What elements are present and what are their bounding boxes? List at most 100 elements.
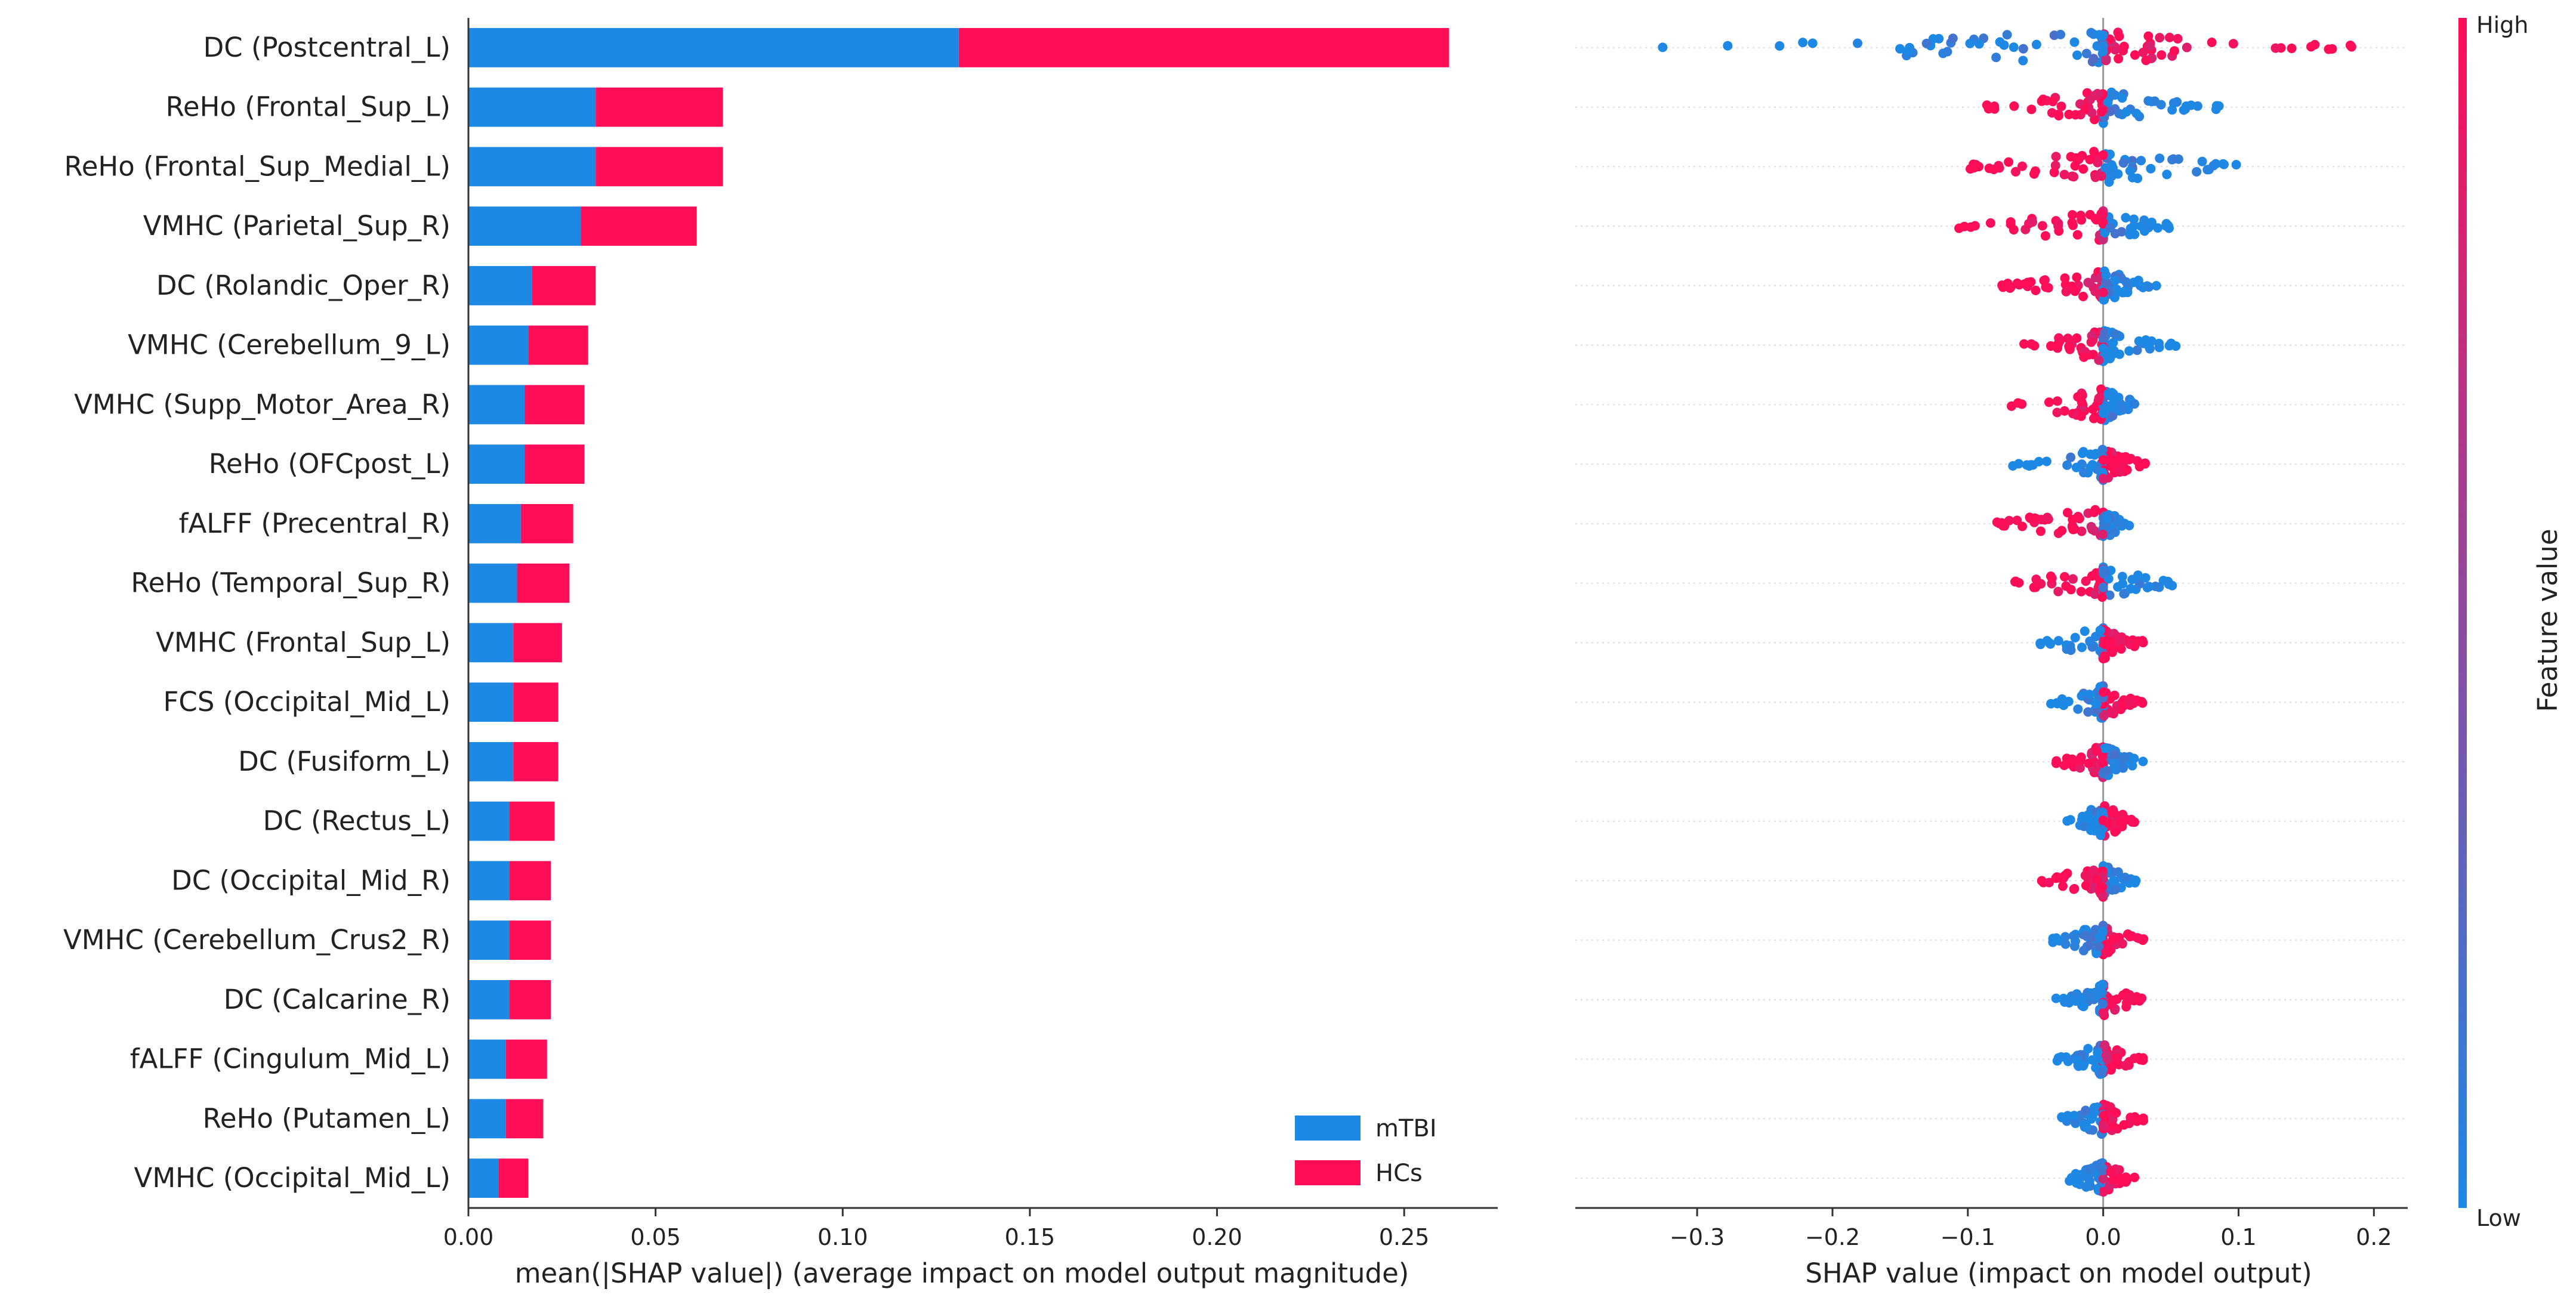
shap-point: [2072, 230, 2083, 240]
shap-point: [2097, 1067, 2107, 1077]
shap-point: [2130, 817, 2140, 827]
shap-point: [2097, 42, 2108, 52]
bar-segment-mtbi: [468, 27, 959, 67]
shap-point: [2110, 276, 2120, 286]
bar-segment-hcs: [532, 265, 596, 305]
colorbar-high-label: High: [2476, 12, 2528, 38]
shap-point: [2070, 286, 2080, 296]
shap-point: [2127, 761, 2137, 771]
shap-point: [2010, 577, 2020, 587]
shap-point: [2134, 462, 2145, 472]
shap-point: [2139, 215, 2149, 225]
shap-point: [2110, 885, 2120, 895]
shap-point: [2306, 42, 2316, 52]
shap-point: [2056, 101, 2066, 112]
colorbar-gradient: [2458, 18, 2467, 1208]
shap-point: [1991, 52, 2001, 63]
shap-point: [2066, 759, 2076, 769]
shap-point: [2062, 996, 2072, 1006]
feature-label: VMHC (Cerebellum_9_L): [128, 329, 451, 361]
shap-point: [2146, 217, 2157, 227]
shap-point: [2144, 282, 2154, 292]
shap-point: [2130, 877, 2140, 888]
shap-point: [2079, 352, 2089, 362]
shap-point: [2138, 1055, 2148, 1065]
shap-point: [2031, 582, 2041, 592]
shap-point: [2071, 462, 2081, 472]
shap-point: [2109, 876, 2119, 886]
shap-point: [2069, 37, 2080, 47]
shap-point: [2120, 872, 2130, 882]
shap-point: [2121, 212, 2131, 223]
bar-segment-mtbi: [468, 1039, 506, 1079]
shap-point: [2119, 1120, 2129, 1130]
legend-label-hcs: HCs: [1375, 1160, 1423, 1187]
bar-segment-mtbi: [468, 979, 510, 1019]
shap-point: [2163, 576, 2173, 586]
shap-point: [2119, 41, 2129, 51]
shap-point: [2061, 286, 2071, 296]
shap-point: [2057, 881, 2068, 891]
shap-point: [2026, 104, 2037, 115]
bar-segment-hcs: [510, 801, 555, 841]
shap-point: [2172, 97, 2182, 107]
shap-point: [2324, 44, 2334, 54]
shap-point: [2110, 329, 2120, 339]
feature-labels: DC (Postcentral_L) ReHo (Frontal_Sup_L) Re…: [63, 32, 451, 1194]
shap-point: [2002, 30, 2012, 40]
shap-point: [2053, 636, 2063, 646]
legend-swatch-hcs: [1295, 1160, 1361, 1185]
bar-segment-hcs: [581, 206, 697, 246]
shap-point: [2053, 586, 2063, 597]
bar-segment-mtbi: [468, 147, 596, 187]
shap-point: [2137, 993, 2147, 1003]
shap-point: [2049, 167, 2059, 177]
shap-point: [2090, 91, 2100, 101]
shap-point: [2090, 505, 2100, 515]
x-tick-label: 0.2: [2356, 1224, 2392, 1250]
shap-point: [2125, 583, 2136, 594]
shap-point: [2010, 166, 2020, 177]
shap-point: [1954, 223, 1964, 233]
bar-chart-x-ticks: 0.00 0.05 0.10 0.15 0.20 0.25: [443, 1208, 1429, 1250]
shap-point: [2098, 529, 2108, 539]
shap-point: [2114, 31, 2124, 41]
shap-point: [2117, 939, 2127, 949]
shap-point: [2109, 690, 2120, 700]
bar-segment-mtbi: [468, 444, 525, 484]
shap-point: [2090, 172, 2100, 183]
shap-point: [2083, 707, 2093, 717]
shap-point: [2065, 643, 2075, 653]
shap-point: [2057, 526, 2067, 536]
shap-point: [2068, 574, 2078, 584]
shap-point: [2091, 699, 2102, 709]
feature-label: fALFF (Precentral_R): [179, 508, 451, 539]
row-guide-lines: [1575, 47, 2408, 1179]
shap-point: [2101, 54, 2111, 64]
shap-point: [1895, 44, 1905, 54]
shap-point: [2106, 1166, 2116, 1176]
shap-point: [2017, 161, 2027, 171]
shap-point: [2112, 1052, 2122, 1062]
bar-segment-hcs: [513, 682, 559, 722]
shap-point: [2044, 397, 2054, 407]
shap-point: [2170, 46, 2180, 56]
shap-point: [2124, 455, 2134, 465]
shap-point: [2044, 638, 2054, 648]
shap-point: [2129, 214, 2139, 224]
shap-point: [2076, 586, 2086, 597]
shap-point: [2228, 39, 2238, 49]
shap-point: [2130, 1172, 2140, 1182]
shap-point: [2078, 945, 2088, 956]
shap-point: [2031, 285, 2041, 295]
shap-point: [2052, 407, 2062, 418]
shap-point: [1999, 40, 2009, 50]
shap-point: [2096, 807, 2106, 817]
shap-point: [2105, 223, 2115, 233]
shap-point: [2099, 295, 2109, 305]
shap-point: [2037, 876, 2047, 886]
shap-point: [1983, 104, 1994, 114]
colorbar: High Low Feature value: [2458, 12, 2563, 1231]
shap-point: [2129, 753, 2139, 764]
colorbar-low-label: Low: [2476, 1205, 2521, 1231]
